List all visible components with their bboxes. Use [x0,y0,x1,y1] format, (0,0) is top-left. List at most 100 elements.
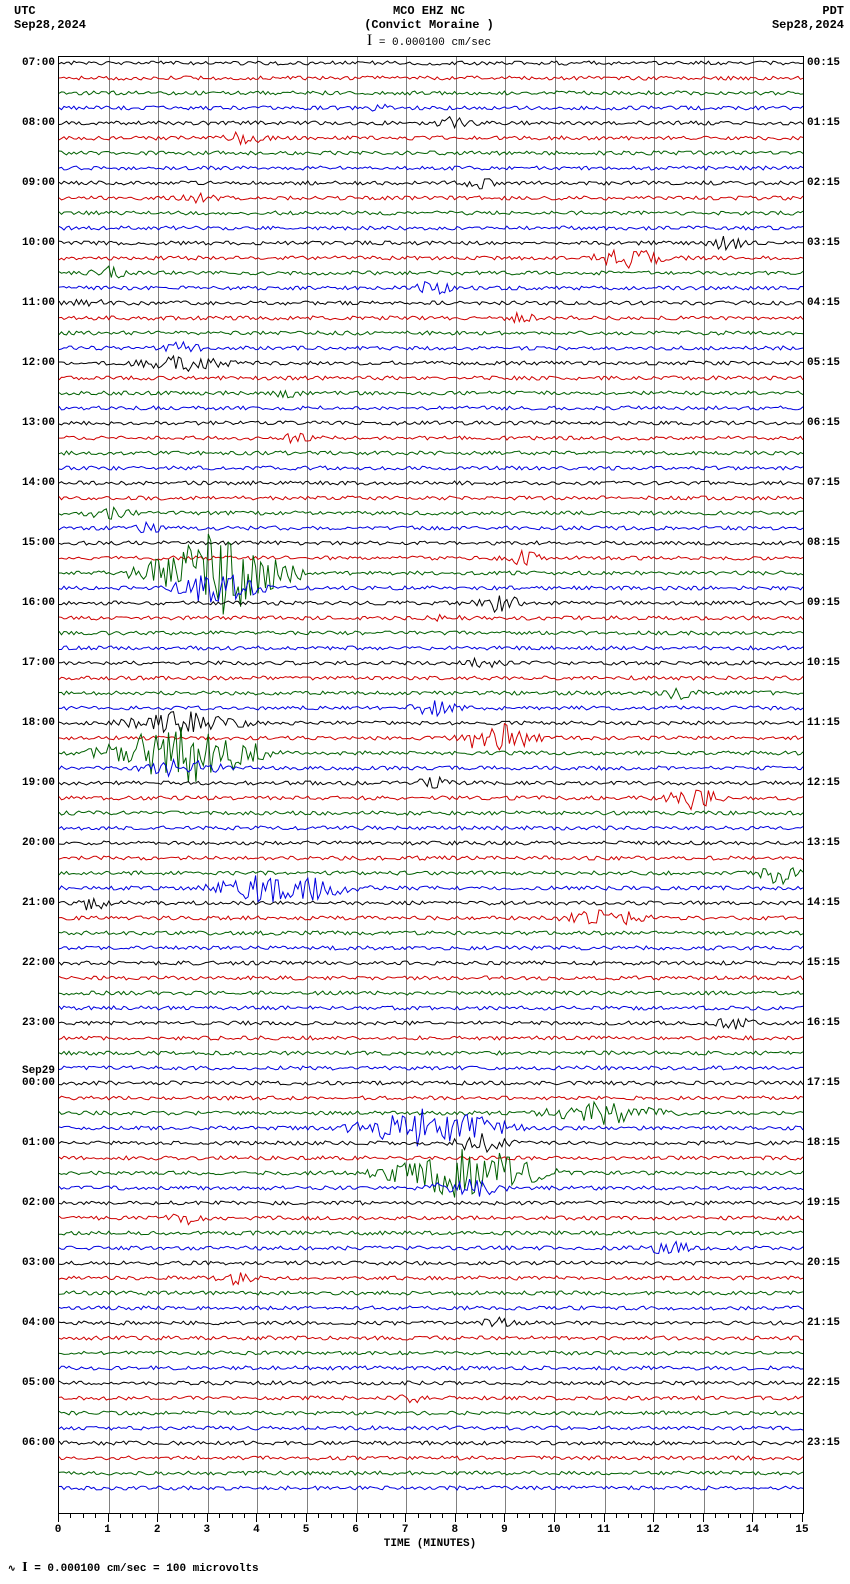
utc-time-label: 04:00 [9,1317,55,1329]
x-tick-label: 8 [451,1524,458,1536]
x-tick-minor [628,1514,629,1518]
x-tick-minor [616,1514,617,1518]
utc-time-label: 12:00 [9,357,55,369]
pdt-time-label: 19:15 [807,1197,849,1209]
utc-time-label: 15:00 [9,537,55,549]
pdt-time-label: 22:15 [807,1377,849,1389]
utc-time-label: 13:00 [9,417,55,429]
x-axis: TIME (MINUTES) 0123456789101112131415 [58,1514,802,1554]
x-tick-label: 4 [253,1524,260,1536]
utc-time-label: 05:00 [9,1377,55,1389]
x-tick-label: 12 [647,1524,660,1536]
pdt-time-label: 11:15 [807,717,849,729]
pdt-time-label: 03:15 [807,237,849,249]
x-tick-minor [790,1514,791,1518]
x-tick-label: 5 [303,1524,310,1536]
x-tick-label: 0 [55,1524,62,1536]
x-tick-minor [219,1514,220,1518]
x-tick-minor [678,1514,679,1518]
x-tick [604,1514,605,1522]
x-tick [504,1514,505,1522]
utc-time-label: 21:00 [9,897,55,909]
utc-time-label: 11:00 [9,297,55,309]
x-tick [752,1514,753,1522]
date-left-label: Sep28,2024 [14,18,86,32]
utc-time-label: 22:00 [9,957,55,969]
x-tick-minor [132,1514,133,1518]
utc-time-label: 20:00 [9,837,55,849]
utc-time-label: 10:00 [9,237,55,249]
x-tick [58,1514,59,1522]
x-tick-label: 7 [402,1524,409,1536]
utc-time-label: 18:00 [9,717,55,729]
tz-right-label: PDT [772,4,844,18]
footer-scale: ∿ I = 0.000100 cm/sec = 100 microvolts [4,1560,850,1576]
x-tick-label: 6 [352,1524,359,1536]
x-tick-minor [480,1514,481,1518]
x-tick-minor [83,1514,84,1518]
tz-left-label: UTC [14,4,86,18]
utc-time-label: 19:00 [9,777,55,789]
pdt-time-label: 15:15 [807,957,849,969]
x-tick-minor [765,1514,766,1518]
x-tick-minor [740,1514,741,1518]
x-axis-title: TIME (MINUTES) [384,1538,476,1550]
pdt-time-label: 08:15 [807,537,849,549]
x-tick-label: 2 [154,1524,161,1536]
x-tick [108,1514,109,1522]
utc-time-label: 08:00 [9,117,55,129]
x-tick-minor [95,1514,96,1518]
x-tick-label: 14 [746,1524,759,1536]
pdt-time-label: 09:15 [807,597,849,609]
pdt-time-label: 16:15 [807,1017,849,1029]
pdt-time-label: 04:15 [807,297,849,309]
x-tick [256,1514,257,1522]
x-tick-minor [244,1514,245,1518]
x-tick-minor [182,1514,183,1518]
x-tick-minor [145,1514,146,1518]
utc-time-label: 23:00 [9,1017,55,1029]
x-tick [207,1514,208,1522]
x-tick-minor [728,1514,729,1518]
x-tick-minor [170,1514,171,1518]
x-tick-minor [517,1514,518,1518]
date-change-label: Sep29 [9,1065,55,1077]
x-tick-minor [579,1514,580,1518]
x-tick-minor [294,1514,295,1518]
pdt-time-label: 20:15 [807,1257,849,1269]
x-tick-minor [467,1514,468,1518]
utc-time-label: 02:00 [9,1197,55,1209]
x-tick [405,1514,406,1522]
x-tick-minor [368,1514,369,1518]
x-tick-minor [318,1514,319,1518]
utc-time-label: 07:00 [9,57,55,69]
x-tick-minor [591,1514,592,1518]
x-tick [554,1514,555,1522]
footer-text: = 0.000100 cm/sec = 100 microvolts [34,1563,258,1575]
pdt-time-label: 00:15 [807,57,849,69]
x-tick-label: 13 [696,1524,709,1536]
utc-time-label: 00:00 [9,1077,55,1089]
pdt-time-label: 06:15 [807,417,849,429]
x-tick [356,1514,357,1522]
utc-time-label: 09:00 [9,177,55,189]
pdt-time-label: 02:15 [807,177,849,189]
date-right-label: Sep28,2024 [772,18,844,32]
utc-time-label: 14:00 [9,477,55,489]
x-tick-minor [269,1514,270,1518]
x-tick-minor [393,1514,394,1518]
station-id: MCO EHZ NC [364,4,494,18]
station-name: (Convict Moraine ) [364,18,494,32]
utc-time-label: 03:00 [9,1257,55,1269]
pdt-time-label: 23:15 [807,1437,849,1449]
x-tick-minor [232,1514,233,1518]
pdt-time-label: 12:15 [807,777,849,789]
x-tick-minor [120,1514,121,1518]
x-tick-minor [418,1514,419,1518]
x-tick [455,1514,456,1522]
x-tick-minor [442,1514,443,1518]
helicorder-plot: 07:0008:0009:0010:0011:0012:0013:0014:00… [58,56,804,1514]
trace-row [59,1488,803,1503]
x-tick-minor [529,1514,530,1518]
x-tick [703,1514,704,1522]
